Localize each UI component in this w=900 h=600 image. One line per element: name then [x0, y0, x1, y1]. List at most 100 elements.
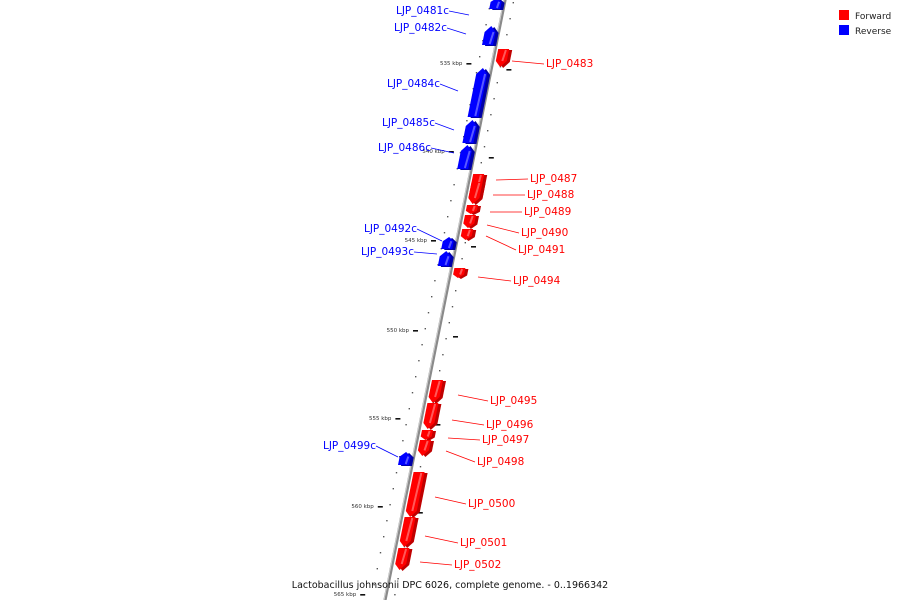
tick-label: 565 kbp [334, 592, 357, 598]
gene-ljp-0493c: LJP_0493c [361, 246, 454, 267]
minor-tick [475, 72, 478, 74]
gene-ljp-0490: LJP_0490 [463, 215, 568, 239]
gene-ljp-0484c: LJP_0484c [387, 68, 491, 118]
gene-label: LJP_0482c [394, 22, 447, 34]
minor-tick [408, 408, 410, 410]
minor-tick [392, 488, 394, 490]
major-tick-right [506, 69, 512, 71]
gene-glyph [405, 472, 425, 517]
gene-label: LJP_0490 [521, 227, 568, 239]
gene-label: LJP_0483 [546, 58, 593, 70]
gene-leader-line [446, 27, 467, 35]
gene-leader-line [477, 276, 512, 282]
minor-tick [395, 472, 398, 474]
minor-tick [499, 66, 502, 68]
gene-glyph-highlight [469, 215, 474, 224]
gene-ljp-0485c: LJP_0485c [382, 117, 480, 144]
major-tick-right [417, 512, 423, 514]
gene-ljp-0500: LJP_0500 [405, 472, 515, 518]
major-tick-left [377, 506, 383, 508]
minor-tick [442, 354, 444, 356]
minor-tick [464, 242, 466, 244]
gene-glyph [463, 215, 476, 228]
gene-glyph [482, 26, 496, 45]
minor-tick [431, 296, 433, 298]
minor-tick [373, 584, 375, 586]
major-tick-left [448, 151, 454, 153]
gene-ljp-0492c: LJP_0492c [364, 223, 457, 250]
gene-glyph-highlight [444, 255, 450, 266]
tick-label: 555 kbp [369, 416, 392, 422]
gene-label: LJP_0499c [323, 440, 376, 452]
legend-swatch [839, 10, 849, 20]
gene-glyph-highlight [411, 472, 423, 512]
gene-label: LJP_0497 [482, 434, 529, 446]
gene-glyph-highlight [405, 517, 414, 542]
gene-glyph-highlight [428, 403, 437, 424]
gene-glyph [437, 251, 451, 266]
gene-leader-line [457, 394, 489, 402]
minor-tick [448, 322, 450, 324]
minor-tick [397, 578, 399, 580]
gene-glyph-highlight [474, 73, 487, 117]
tick-label: 540 kbp [422, 149, 445, 155]
gene-glyph-highlight [434, 380, 441, 398]
gene-glyph [457, 145, 472, 169]
minor-tick [443, 232, 446, 234]
minor-tick [490, 114, 492, 116]
gene-glyph [453, 268, 466, 278]
minor-tick [445, 338, 447, 340]
minor-tick [386, 520, 388, 522]
minor-tick [434, 280, 436, 282]
gene-glyph [468, 182, 483, 204]
gene-leader-line [486, 224, 520, 234]
gene-label: LJP_0486c [378, 142, 431, 154]
gene-glyph [465, 205, 478, 214]
gene-glyph-highlight [459, 268, 464, 275]
minor-tick [383, 536, 385, 538]
gene-label: LJP_0487 [530, 173, 577, 185]
gene-leader-line [448, 10, 470, 16]
legend-label: Forward [855, 12, 891, 22]
minor-tick [403, 546, 406, 548]
tick-label: 560 kbp [351, 504, 374, 510]
major-tick-right [488, 157, 494, 159]
minor-tick [376, 568, 378, 570]
gene-glyph-highlight [463, 150, 471, 169]
gene-ljp-0496: LJP_0496 [423, 403, 534, 431]
minor-tick [450, 200, 452, 202]
minor-tick [451, 306, 454, 308]
gene-glyph-highlight [473, 182, 481, 199]
gene-glyph-highlight [466, 229, 471, 237]
tick-label: 545 kbp [405, 238, 428, 244]
gene-leader-line [424, 535, 459, 544]
gene-glyph-highlight [447, 240, 453, 249]
gene-label: LJP_0489 [524, 206, 571, 218]
minor-tick [439, 370, 441, 372]
minor-tick [496, 82, 498, 84]
genome-caption: Lactobacillus johnsonii DPC 6026, comple… [292, 580, 608, 591]
gene-label: LJP_0501 [460, 537, 507, 549]
gene-label: LJP_0484c [387, 78, 440, 90]
gene-glyph [441, 237, 454, 249]
minor-tick [427, 312, 430, 314]
tick-label: 550 kbp [387, 328, 410, 334]
gene-leader-line [445, 450, 476, 463]
gene-glyph-highlight [488, 31, 495, 45]
gene-ljp-0497: LJP_0497 [420, 430, 529, 446]
gene-ljp-0495: LJP_0495 [428, 380, 537, 407]
gene-ljp-0499c: LJP_0499c [323, 440, 414, 466]
gene-leader-line [375, 445, 399, 458]
gene-leader-line [416, 228, 443, 242]
minor-tick [418, 360, 420, 362]
gene-ljp-0501: LJP_0501 [399, 517, 507, 549]
gene-glyph [460, 229, 474, 240]
gene-label: LJP_0502 [454, 559, 501, 571]
gene-label: LJP_0494 [513, 275, 561, 287]
gene-ljp-0494: LJP_0494 [453, 268, 561, 287]
minor-tick [506, 34, 508, 36]
gene-glyph [423, 403, 439, 429]
major-tick-left [360, 594, 366, 596]
gene-ljp-0498: LJP_0498 [417, 440, 524, 468]
